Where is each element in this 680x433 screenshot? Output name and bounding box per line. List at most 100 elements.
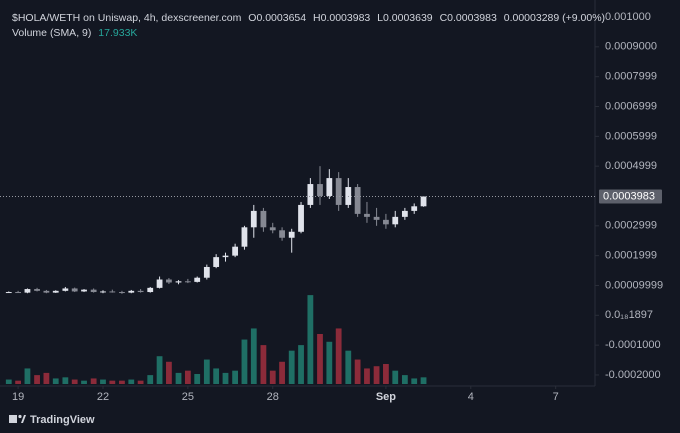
volume-bar	[5, 379, 12, 384]
candle-body	[147, 287, 154, 293]
volume-bar	[250, 328, 257, 384]
volume-bar	[175, 372, 182, 384]
volume-bar	[241, 339, 248, 384]
ohlc-value: 0.0003983	[320, 12, 371, 24]
x-tick-label: 25	[182, 391, 194, 403]
last-price-tag	[599, 189, 662, 204]
candle-body	[119, 292, 125, 294]
x-tick-label: 22	[97, 391, 109, 403]
volume-bar	[137, 380, 144, 384]
candle-body	[100, 291, 106, 293]
ohlc-key: H	[313, 12, 321, 24]
volume-bar	[119, 380, 125, 384]
volume-bar	[354, 359, 361, 384]
volume-bar	[128, 379, 135, 384]
candle-body	[90, 289, 97, 293]
volume-bar	[260, 345, 267, 384]
volume-bar	[373, 366, 380, 384]
candle-body	[156, 279, 163, 288]
volume-bar	[411, 378, 418, 384]
candle-body	[232, 246, 239, 256]
candle-body	[34, 289, 40, 291]
candle-body	[383, 219, 389, 225]
candle-body	[166, 279, 172, 283]
ohlc-key: C	[439, 12, 448, 24]
candle-body	[184, 281, 191, 283]
y-tick-label: 0.0002999	[605, 220, 657, 232]
candle-body	[307, 184, 314, 205]
candle-body	[411, 206, 418, 211]
volume-bar	[52, 378, 59, 384]
candle-body	[194, 277, 201, 282]
volume-bar	[71, 379, 78, 384]
volume-bar	[194, 374, 201, 384]
volume-bar	[420, 377, 427, 384]
volume-bar	[62, 377, 69, 384]
candle-body	[420, 196, 427, 207]
candle-body	[317, 184, 323, 196]
volume-bar	[317, 334, 323, 384]
volume-bar	[81, 380, 87, 384]
y-tick-label: 0.0004999	[605, 160, 657, 172]
candle-body	[335, 178, 342, 205]
x-tick-label: 19	[12, 391, 24, 403]
candle-body	[71, 288, 78, 292]
change: 0.00003289 (+9.00%)	[503, 12, 606, 24]
volume-bar	[166, 361, 172, 384]
candle-body	[326, 178, 333, 196]
candle-body	[250, 210, 257, 228]
y-tick-label: 0.001000	[605, 11, 651, 23]
ohlc-value: 0.0003983	[447, 12, 497, 24]
x-tick-label: 4	[468, 391, 474, 403]
volume-bar	[109, 380, 116, 384]
volume-bar	[307, 295, 314, 384]
candle-body	[24, 289, 31, 293]
volume-bar	[326, 341, 333, 384]
volume-bar	[298, 345, 304, 384]
y-tick-label: 0.0₁₈1897	[605, 309, 653, 321]
symbol: $HOLA/WETH on Uniswap, 4h, dexscreener.c…	[12, 12, 242, 24]
volume-bar	[90, 378, 97, 384]
candle-body	[213, 257, 220, 267]
volume-bar	[345, 350, 352, 384]
volume-bar	[100, 379, 106, 384]
y-tick-label: 0.0001999	[605, 250, 657, 262]
candle-body	[241, 227, 248, 247]
candle-body	[354, 187, 361, 214]
volume-bar	[383, 364, 389, 384]
ohlc-key: O	[248, 12, 257, 24]
volume-bar	[213, 368, 220, 384]
volume-bar	[43, 372, 50, 384]
candle-body	[269, 227, 276, 231]
candle-body	[288, 231, 295, 238]
last-price-label: 0.0003983	[603, 190, 655, 202]
y-tick-label: -0.0001000	[605, 339, 661, 351]
candle-body	[203, 266, 210, 278]
volume-bar	[279, 361, 285, 384]
volume-bar	[269, 370, 276, 384]
candle-body	[43, 290, 50, 293]
candle-body	[52, 290, 59, 293]
volume-title: Volume (SMA, 9)	[12, 27, 92, 39]
candle-body	[5, 292, 12, 294]
volume-bar	[364, 368, 370, 384]
y-tick-label: 0.0009000	[605, 41, 657, 53]
volume-bar	[401, 375, 408, 384]
candle-body	[392, 216, 399, 225]
candle-body	[109, 291, 116, 293]
volume-sma: 17.933K	[98, 27, 138, 39]
x-tick-label: Sep	[376, 391, 396, 403]
candle-body	[260, 210, 267, 228]
ohlc-value: 0.0003654	[256, 12, 307, 24]
volume-bar	[156, 356, 163, 384]
volume-bar	[222, 372, 229, 384]
y-tick-label: 0.0007999	[605, 71, 657, 83]
volume-bar	[147, 375, 154, 384]
candle-body	[279, 230, 285, 238]
candle-body	[128, 290, 135, 293]
header-line: $HOLA/WETH on Uniswap, 4h, dexscreener.c…	[12, 12, 609, 24]
candle-body	[81, 289, 87, 292]
ohlc-key: L	[377, 12, 384, 24]
